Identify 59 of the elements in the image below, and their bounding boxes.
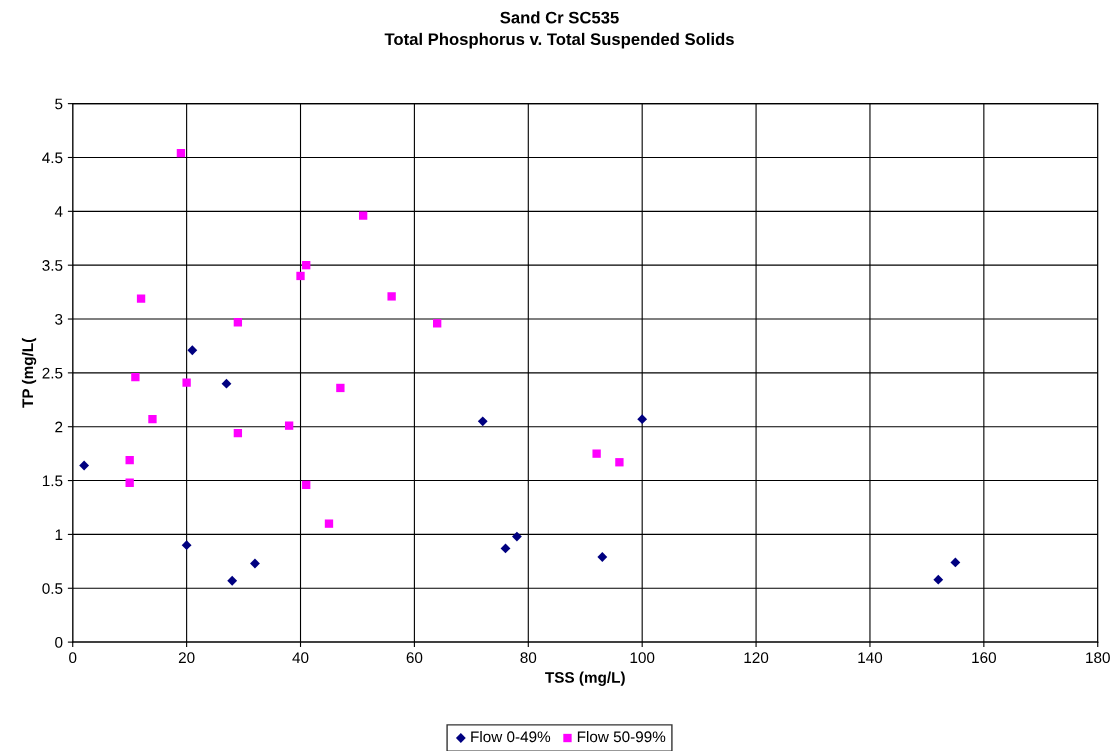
point — [302, 261, 311, 270]
chart-title: Sand Cr SC535 Total Phosphorus v. Total Suspended Solids — [384, 11, 734, 49]
point — [227, 575, 238, 586]
point — [324, 519, 334, 528]
legend-label: Flow 50-99% — [577, 730, 666, 743]
point — [131, 373, 140, 382]
point — [221, 378, 232, 389]
point — [387, 292, 396, 301]
y-tick-label: 3 — [55, 313, 63, 325]
point — [477, 416, 488, 427]
point — [933, 574, 944, 585]
point — [336, 383, 345, 393]
x-tick-label: 40 — [292, 652, 309, 664]
point — [597, 552, 608, 562]
point — [950, 557, 961, 568]
point — [187, 345, 198, 356]
point — [176, 149, 186, 158]
x-tick-label: 160 — [972, 652, 996, 664]
x-tick-label: 0 — [69, 652, 77, 664]
y-tick-label: 5 — [55, 98, 63, 110]
x-tick-label: 100 — [630, 652, 655, 664]
point — [511, 531, 522, 542]
point — [250, 558, 260, 569]
point — [302, 480, 311, 490]
point — [500, 543, 511, 554]
point — [296, 271, 305, 281]
point — [233, 429, 243, 438]
point — [637, 414, 648, 425]
y-tick-label: 4.5 — [42, 152, 63, 164]
point — [181, 540, 192, 551]
point — [125, 455, 134, 465]
y-tick-label: 2.5 — [42, 367, 63, 379]
x-tick-label: 20 — [178, 652, 195, 664]
y-axis-title: TP (mg/L( — [21, 337, 37, 408]
x-tick-label: 120 — [744, 652, 769, 664]
point — [79, 460, 90, 471]
x-tick-label: 80 — [520, 652, 537, 664]
x-axis-title: TSS (mg/L) — [545, 671, 625, 686]
x-tick-label: 60 — [406, 652, 423, 664]
point — [592, 449, 601, 458]
point — [148, 415, 157, 424]
y-tick-label: 1 — [55, 529, 63, 540]
y-tick-label: 4 — [54, 206, 63, 217]
point — [358, 211, 368, 220]
point — [615, 458, 624, 467]
x-tick-label: 180 — [1086, 652, 1110, 664]
point — [433, 319, 442, 328]
point — [125, 478, 134, 487]
point — [233, 318, 243, 327]
x-tick-label: 140 — [858, 652, 883, 664]
point — [182, 378, 191, 387]
y-tick-label: 0.5 — [42, 583, 63, 594]
y-tick-label: 3.5 — [42, 260, 63, 271]
y-tick-label: 2 — [55, 421, 63, 433]
y-tick-label: 1.5 — [42, 475, 63, 487]
y-tick-label: 0 — [55, 636, 63, 648]
legend-label: Flow 0-49% — [471, 730, 551, 743]
point — [284, 421, 294, 430]
point — [136, 294, 146, 303]
